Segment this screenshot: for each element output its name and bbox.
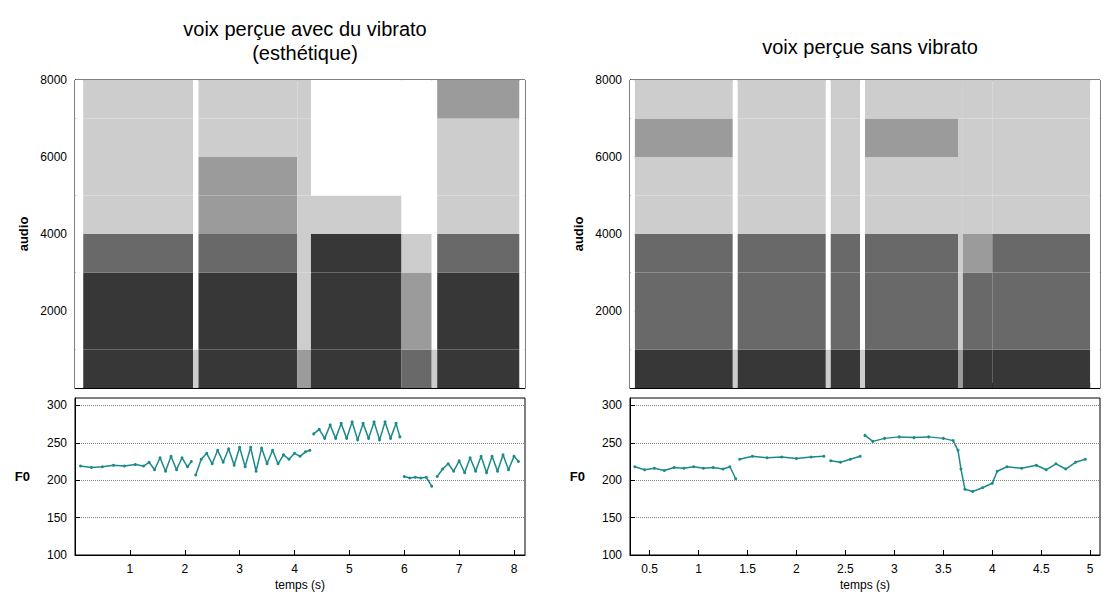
svg-text:1.5: 1.5 bbox=[739, 562, 756, 576]
svg-text:3: 3 bbox=[891, 562, 898, 576]
svg-text:voix perçue sans vibrato: voix perçue sans vibrato bbox=[762, 36, 978, 58]
svg-text:300: 300 bbox=[47, 398, 67, 412]
svg-text:1: 1 bbox=[695, 562, 702, 576]
svg-text:2.5: 2.5 bbox=[837, 562, 854, 576]
svg-text:3.5: 3.5 bbox=[935, 562, 952, 576]
svg-text:F0: F0 bbox=[570, 469, 585, 484]
svg-text:4: 4 bbox=[989, 562, 996, 576]
svg-text:150: 150 bbox=[47, 511, 67, 525]
svg-text:1: 1 bbox=[127, 562, 134, 576]
svg-text:200: 200 bbox=[47, 473, 67, 487]
svg-text:F0: F0 bbox=[15, 469, 30, 484]
svg-text:2: 2 bbox=[181, 562, 188, 576]
svg-text:8000: 8000 bbox=[595, 73, 622, 87]
svg-text:150: 150 bbox=[602, 511, 622, 525]
svg-text:100: 100 bbox=[602, 548, 622, 562]
svg-text:200: 200 bbox=[602, 473, 622, 487]
svg-text:6: 6 bbox=[401, 562, 408, 576]
svg-text:5: 5 bbox=[1087, 562, 1094, 576]
svg-text:0.5: 0.5 bbox=[641, 562, 658, 576]
svg-text:100: 100 bbox=[47, 548, 67, 562]
svg-text:8000: 8000 bbox=[40, 73, 67, 87]
svg-text:4000: 4000 bbox=[40, 227, 67, 241]
svg-text:8: 8 bbox=[511, 562, 518, 576]
svg-text:6000: 6000 bbox=[595, 150, 622, 164]
svg-text:7: 7 bbox=[456, 562, 463, 576]
svg-text:audio: audio bbox=[571, 217, 586, 252]
svg-text:voix perçue avec du vibrato: voix perçue avec du vibrato bbox=[183, 18, 426, 40]
svg-text:300: 300 bbox=[602, 398, 622, 412]
svg-text:(esthétique): (esthétique) bbox=[252, 42, 358, 64]
svg-text:audio: audio bbox=[16, 217, 31, 252]
svg-text:temps (s): temps (s) bbox=[840, 578, 890, 592]
svg-text:3: 3 bbox=[236, 562, 243, 576]
svg-text:250: 250 bbox=[47, 436, 67, 450]
svg-text:temps (s): temps (s) bbox=[275, 578, 325, 592]
svg-text:2: 2 bbox=[793, 562, 800, 576]
svg-text:4.5: 4.5 bbox=[1033, 562, 1050, 576]
svg-text:5: 5 bbox=[346, 562, 353, 576]
svg-text:6000: 6000 bbox=[40, 150, 67, 164]
svg-text:250: 250 bbox=[602, 436, 622, 450]
svg-text:4000: 4000 bbox=[595, 227, 622, 241]
svg-text:4: 4 bbox=[291, 562, 298, 576]
svg-text:2000: 2000 bbox=[595, 304, 622, 318]
svg-text:2000: 2000 bbox=[40, 304, 67, 318]
